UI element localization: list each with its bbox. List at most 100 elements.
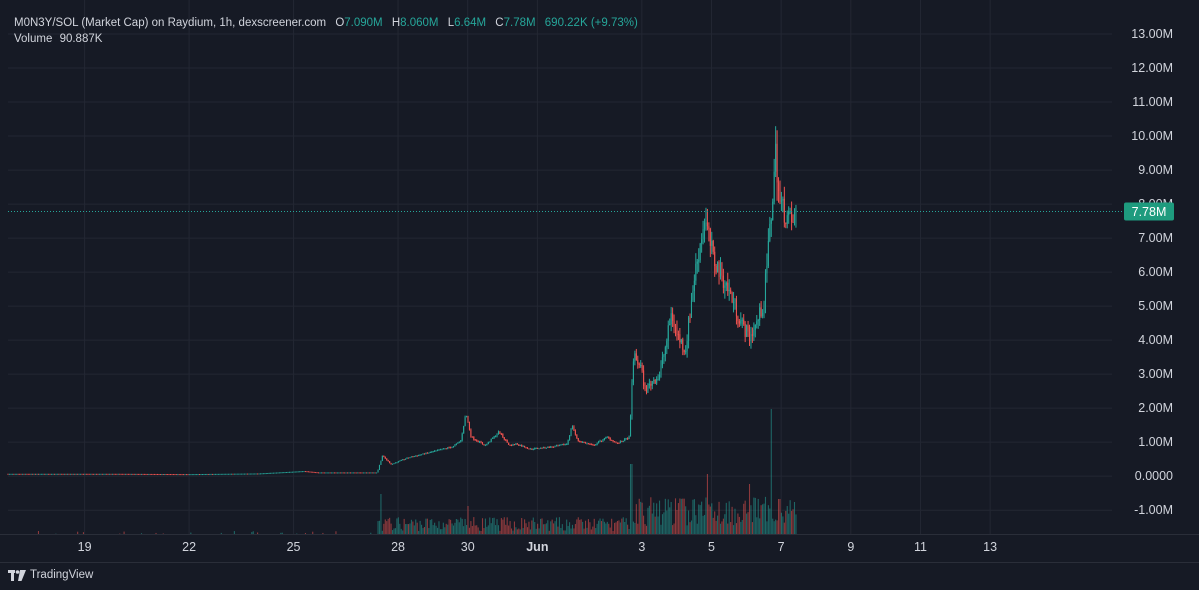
x-tick-label: 19: [78, 540, 92, 554]
volume-bar: [434, 523, 435, 534]
volume-bar: [431, 519, 432, 534]
candle-body: [209, 474, 210, 475]
candle-body: [341, 472, 342, 473]
candle-body: [264, 473, 265, 474]
candle-body: [251, 474, 252, 475]
candle-body: [324, 472, 325, 473]
candle-body: [492, 438, 493, 439]
candle-body: [617, 443, 618, 444]
candle-body: [772, 202, 773, 220]
volume-bar: [758, 499, 759, 534]
volume-bar: [569, 522, 570, 534]
candle-body: [116, 474, 117, 475]
candle-body: [486, 444, 487, 445]
candle-body: [383, 456, 384, 457]
volume-bar: [405, 524, 406, 534]
volume-bar: [586, 528, 587, 534]
candle-body: [245, 474, 246, 475]
candle-body: [61, 474, 62, 475]
volume-bar: [752, 522, 753, 534]
volume-bar: [385, 519, 386, 534]
candle-body: [524, 446, 525, 447]
candle-body: [240, 474, 241, 475]
candle-body: [644, 386, 645, 387]
candle-body: [106, 474, 107, 475]
volume-bar: [530, 529, 531, 534]
volume-bar: [441, 529, 442, 534]
candle-body: [55, 474, 56, 475]
candle-body: [568, 440, 569, 444]
volume-bar: [421, 525, 422, 534]
candle-body: [110, 474, 111, 475]
volume-bar: [523, 528, 524, 534]
candle-body: [415, 456, 416, 457]
volume-bar: [395, 528, 396, 534]
candle-body: [151, 474, 152, 475]
candle-body: [742, 320, 743, 321]
volume-bar: [370, 533, 371, 534]
volume-bar: [539, 528, 540, 534]
candle-body: [512, 444, 513, 446]
candle-body: [335, 472, 336, 473]
volume-bar: [750, 505, 751, 534]
candle-body: [124, 474, 125, 475]
candle-body: [498, 432, 499, 435]
candle-body: [289, 472, 290, 473]
candle-body: [214, 474, 215, 475]
candle-body: [260, 473, 261, 474]
candle-body: [247, 474, 248, 475]
volume-bar: [528, 522, 529, 534]
candle-body: [325, 472, 326, 473]
candle-body: [202, 474, 203, 475]
volume-bar: [602, 519, 603, 534]
candle-body: [604, 438, 605, 440]
candle-body: [258, 473, 259, 474]
candle-body: [206, 474, 207, 475]
candle-body: [311, 472, 312, 473]
tradingview-logo[interactable]: TradingView: [8, 569, 93, 581]
candle-body: [211, 474, 212, 475]
volume-bar: [595, 528, 596, 534]
candle-body: [344, 472, 345, 473]
candle-body: [570, 429, 571, 436]
candle-body: [93, 474, 94, 475]
candle-body: [70, 474, 71, 475]
volume-legend: Volume 90.887K: [14, 31, 102, 47]
candle-body: [34, 474, 35, 475]
candle-body: [392, 464, 393, 465]
candle-body: [138, 474, 139, 475]
candle-body: [573, 427, 574, 431]
candle-body: [274, 473, 275, 474]
candle-body: [401, 460, 402, 461]
candle-body: [380, 461, 381, 465]
candle-body: [626, 438, 627, 439]
low-value: 6.64M: [454, 17, 486, 29]
open-label: O: [335, 17, 344, 29]
volume-bar: [427, 519, 428, 534]
candle-body: [71, 474, 72, 475]
candle-body: [180, 474, 181, 475]
candle-body: [409, 457, 410, 458]
candle-body: [694, 281, 695, 291]
x-tick-label: 5: [708, 540, 715, 554]
candle-body: [18, 474, 19, 475]
candle-body: [135, 474, 136, 475]
candle-body: [476, 440, 477, 441]
candle-body: [643, 371, 644, 386]
candle-body: [752, 334, 753, 336]
candle-body: [753, 330, 754, 336]
candle-body: [679, 334, 680, 342]
candle-body: [472, 437, 473, 438]
volume-bar: [501, 518, 502, 534]
volume-bar: [682, 499, 683, 534]
candle-body: [467, 416, 468, 422]
volume-bar: [578, 517, 579, 534]
candlestick-chart[interactable]: -1.00M0.00001.00M2.00M3.00M4.00M5.00M6.0…: [0, 0, 1199, 562]
volume-bar: [549, 531, 550, 534]
candle-body: [491, 439, 492, 442]
candle-body: [523, 446, 524, 447]
volume-bar: [740, 522, 741, 534]
candle-body: [193, 474, 194, 475]
volume-bar: [253, 531, 254, 534]
